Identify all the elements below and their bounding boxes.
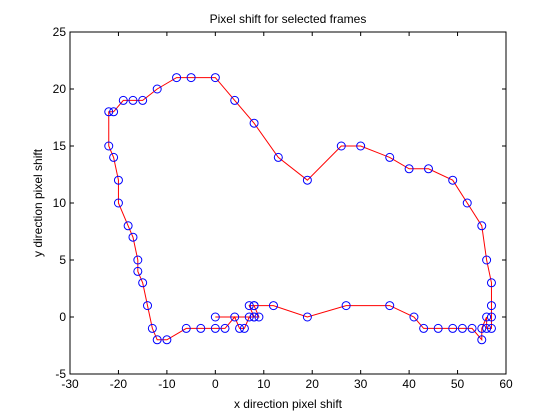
data-point [385, 301, 395, 311]
x-tick-label: 40 [402, 377, 416, 391]
data-point [172, 73, 182, 83]
y-tick-label: 25 [53, 25, 67, 39]
data-point [152, 335, 162, 345]
data-point [486, 312, 496, 322]
y-axis-label: y direction pixel shift [31, 148, 45, 257]
data-point [249, 118, 259, 128]
data-point [448, 323, 458, 333]
data-point [128, 232, 138, 242]
data-point [230, 95, 240, 105]
data-point [486, 323, 496, 333]
x-tick-label: 50 [451, 377, 465, 391]
x-tick-label: -30 [61, 377, 79, 391]
data-point [104, 141, 114, 151]
x-tick-label: -20 [110, 377, 128, 391]
y-tick-label: 15 [53, 139, 67, 153]
y-tick-label: 0 [59, 310, 66, 324]
data-point [210, 73, 220, 83]
axes: -30 -20 -10 0 10 20 30 40 50 60 -5 0 5 10 15 20 25 [53, 25, 513, 391]
data-point [462, 198, 472, 208]
x-tick-label: 20 [306, 377, 320, 391]
x-tick-label: 10 [257, 377, 271, 391]
data-point [409, 312, 419, 322]
data-point [477, 323, 487, 333]
x-tick-label: 0 [212, 377, 219, 391]
data-point [196, 323, 206, 333]
data-point [482, 255, 492, 265]
data-point [118, 95, 128, 105]
data-point [486, 278, 496, 288]
data-point [147, 323, 157, 333]
data-point [210, 312, 220, 322]
data-point [486, 301, 496, 311]
data-point [210, 323, 220, 333]
data-point [477, 221, 487, 231]
data-point [448, 175, 458, 185]
data-point [113, 198, 123, 208]
data-point [186, 73, 196, 83]
data-point [423, 164, 433, 174]
data-point [477, 335, 487, 345]
data-point [104, 107, 114, 117]
x-axis-label: x direction pixel shift [234, 397, 343, 411]
data-point [123, 221, 133, 231]
data-point [133, 255, 143, 265]
data-point [220, 323, 230, 333]
data-point [138, 95, 148, 105]
data-point [268, 301, 278, 311]
data-point [419, 323, 429, 333]
y-tick-label: 5 [59, 253, 66, 267]
data-point [433, 323, 443, 333]
x-tick-label: -10 [158, 377, 176, 391]
series-line [108, 77, 492, 342]
data-point [239, 323, 249, 333]
data-point [482, 323, 492, 333]
data-point [235, 323, 245, 333]
data-point [254, 312, 264, 322]
data-point [404, 164, 414, 174]
chart-title: Pixel shift for selected frames [210, 12, 367, 26]
data-point [143, 301, 153, 311]
x-tick-label: 30 [354, 377, 368, 391]
data-point [457, 323, 467, 333]
data-point [249, 312, 259, 322]
plot-data [104, 73, 496, 345]
data-point [302, 312, 312, 322]
data-point [467, 323, 477, 333]
data-point [385, 152, 395, 162]
data-point [138, 278, 148, 288]
y-tick-label: 20 [53, 82, 67, 96]
data-point [482, 312, 492, 322]
data-point [152, 84, 162, 94]
data-point [341, 301, 351, 311]
data-point [230, 312, 240, 322]
data-point [162, 335, 172, 345]
y-tick-label: 10 [53, 196, 67, 210]
data-point [128, 95, 138, 105]
data-point [249, 301, 259, 311]
y-tick-label: -5 [55, 367, 66, 381]
data-point [273, 152, 283, 162]
data-point [109, 107, 119, 117]
plot-background [70, 32, 506, 374]
data-point [336, 141, 346, 151]
data-point [302, 175, 312, 185]
data-point [356, 141, 366, 151]
data-point [181, 323, 191, 333]
data-point [244, 301, 254, 311]
data-point [133, 266, 143, 276]
data-point [244, 312, 254, 322]
data-point [113, 175, 123, 185]
data-point [109, 152, 119, 162]
x-tick-label: 60 [499, 377, 513, 391]
